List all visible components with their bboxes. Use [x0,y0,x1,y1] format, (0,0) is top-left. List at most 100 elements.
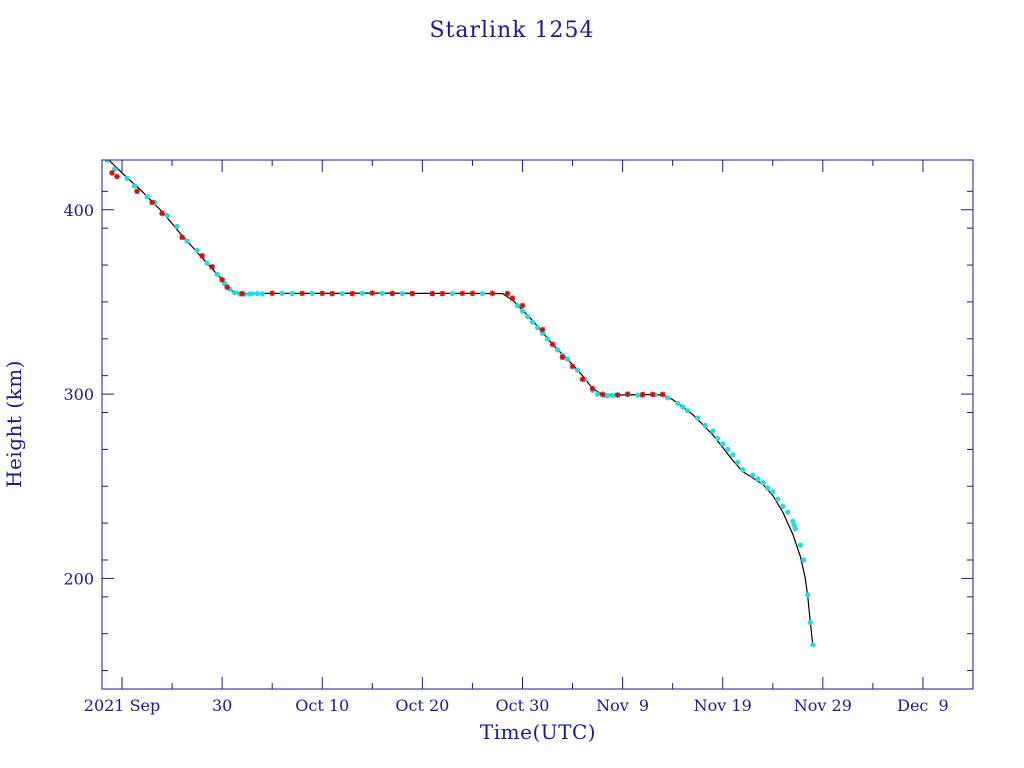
x-tick-label: 2021 Sep [84,696,160,715]
red-data-point [409,290,416,297]
cyan-data-point [259,291,265,297]
cyan-data-point [635,392,641,398]
cyan-data-point [449,291,455,297]
height-curve [107,160,814,645]
cyan-data-point [740,467,746,473]
cyan-data-point [214,271,220,277]
x-tick-label: Oct 30 [496,696,550,715]
cyan-data-point [544,336,551,342]
red-data-point [109,170,115,176]
y-tick-label: 200 [63,569,94,588]
red-data-point [389,290,396,297]
cyan-data-point [780,503,786,510]
red-data-point [219,277,225,283]
red-data-point [549,341,556,348]
x-tick-label: Nov 9 [596,696,649,715]
red-data-point [209,264,215,270]
red-data-point [659,391,666,398]
cyan-data-point [755,476,761,482]
cyan-data-point [164,212,170,218]
cyan-data-point [735,459,741,465]
plot-frame [101,159,974,690]
cyan-data-point [680,404,686,410]
cyan-data-point [685,408,691,414]
cyan-data-point [785,509,791,515]
red-data-point [639,391,646,398]
red-data-point [369,290,376,296]
cyan-data-point [695,415,701,421]
cyan-data-point [174,223,180,229]
cyan-data-point [379,290,385,296]
cyan-data-point [792,526,798,532]
cyan-data-point [775,496,781,502]
red-data-point [429,290,436,297]
red-data-point [329,290,336,297]
cyan-data-point [232,290,238,296]
cyan-data-point [359,290,365,296]
cyan-data-point [805,592,811,598]
cyan-data-point [104,160,110,163]
cyan-data-point [710,428,716,434]
x-tick-label: Nov 19 [694,696,752,715]
red-data-point [519,302,526,309]
red-data-point [489,290,496,297]
red-data-point [589,385,596,392]
cyan-data-point [144,194,150,200]
red-data-point [539,326,546,333]
cyan-data-point [715,435,721,441]
red-data-point [319,290,326,297]
red-data-point [224,284,230,290]
axis-ticks [102,160,974,689]
cyan-data-point [254,291,260,297]
red-data-point [239,290,245,297]
cyan-data-point [595,391,601,397]
x-tick-label: Oct 20 [395,696,449,715]
red-data-point [134,188,140,195]
red-data-point [459,290,466,297]
cyan-data-point [610,392,616,398]
red-data-point [114,173,120,180]
red-data-point [199,253,205,259]
y-tick-label: 400 [63,201,94,220]
cyan-data-point [339,291,345,297]
cyan-data-point [725,446,731,452]
red-data-point [614,392,621,398]
cyan-data-point [279,290,285,296]
cyan-data-point [479,291,485,297]
red-data-point [504,290,511,297]
cyan-data-point [519,308,526,314]
y-tick-label: 300 [63,385,94,404]
cyan-data-point [111,166,118,172]
cyan-data-point [554,347,561,353]
cyan-data-point [564,356,571,362]
cyan-data-point [124,175,130,181]
cyan-data-point [760,480,766,486]
cyan-data-point [807,620,813,626]
red-data-point [149,199,155,206]
cyan-data-point [204,260,210,266]
x-tick-label: 30 [212,696,232,715]
cyan-data-point [399,291,405,297]
cyan-data-point [730,452,736,458]
red-data-point [439,290,446,297]
cyan-data-point [797,542,803,548]
cyan-data-point [765,485,771,491]
red-data-point [179,234,185,241]
cyan-data-point [770,489,776,495]
cyan-data-point [514,303,521,309]
cyan-data-point [289,291,295,297]
cyan-data-point [194,247,200,253]
cyan-data-point [665,395,671,401]
x-tick-label: Oct 10 [295,696,349,715]
cyan-data-point [131,183,138,189]
cyan-data-point [524,314,531,320]
x-axis-label: Time(UTC) [480,720,596,744]
cyan-data-point [675,400,681,406]
y-axis-label: Height (km) [2,360,26,488]
cyan-data-point [249,291,255,297]
red-data-point [579,376,586,383]
cyan-data-point [534,325,541,331]
cyan-data-point [810,642,816,648]
chart-title: Starlink 1254 [429,18,594,43]
